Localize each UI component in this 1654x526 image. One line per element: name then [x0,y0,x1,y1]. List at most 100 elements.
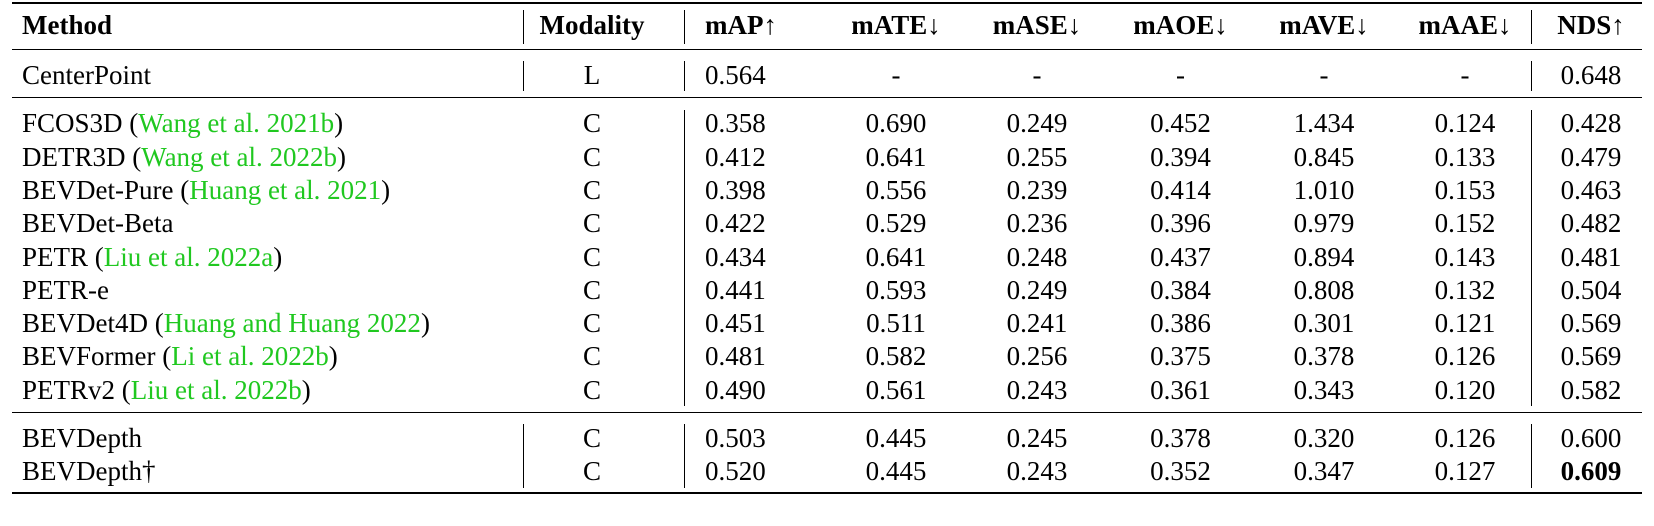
maoe-cell: 0.394 [1150,142,1211,172]
mate-cell: 0.511 [866,308,926,338]
method-cell: PETRv2 (Liu et al. 2022b) [22,375,311,405]
mate-cell: 0.445 [865,423,927,453]
bottom-rule [12,492,1642,494]
mave-cell: 1.434 [1293,108,1355,138]
method-cell: BEVDet-Beta [22,206,173,240]
maae-cell: 0.133 [1434,142,1496,172]
map-cell: 0.398 [705,175,766,205]
mase-cell: 0.245 [1006,423,1068,453]
nds-cell: 0.648 [1560,60,1622,90]
separator-line [1531,10,1532,44]
separator-line [1531,424,1532,488]
citation-link[interactable]: Wang et al. 2021b [138,108,335,138]
method-name: BEVDet-Beta [22,208,174,238]
mase-cell: 0.239 [1006,175,1068,205]
separator-line [523,61,524,91]
maoe-cell: 0.361 [1150,375,1211,405]
maae-cell: 0.152 [1434,208,1496,238]
maoe-cell: 0.452 [1150,108,1211,138]
maae-cell: 0.124 [1434,108,1496,138]
modality-cell: C [582,375,601,405]
maae-cell: 0.126 [1434,423,1496,453]
map-cell: 0.412 [705,142,766,172]
separator-line [684,10,685,44]
maoe-cell: 0.378 [1150,423,1211,453]
nds-cell: 0.479 [1560,142,1622,172]
mase-cell: 0.256 [1006,341,1068,371]
mave-cell: 0.894 [1293,242,1355,272]
map-cell: 0.422 [705,208,766,238]
nds-cell: 0.428 [1560,108,1622,138]
map-cell: 0.434 [705,242,766,272]
maoe-cell: 0.396 [1150,208,1211,238]
nds-cell: 0.582 [1560,375,1622,405]
nds-cell: 0.504 [1560,275,1622,305]
citation-link[interactable]: Wang et al. 2022b [141,142,338,172]
maoe-cell: 0.414 [1150,175,1211,205]
mave-cell: 0.845 [1293,142,1355,172]
mase-cell: 0.243 [1006,375,1068,405]
maoe-cell: 0.386 [1150,308,1211,338]
map-cell: 0.481 [705,341,766,371]
mave-cell: 0.979 [1293,208,1355,238]
modality-cell: C [582,175,601,205]
citation-link[interactable]: Liu et al. 2022a [103,242,274,272]
nds-cell: 0.609 [1560,456,1622,486]
citation-link[interactable]: Huang et al. 2021 [189,175,382,205]
mave-cell: 1.010 [1293,175,1355,205]
header-method: Method [22,10,112,40]
maae-cell: - [1460,60,1470,90]
map-cell: 0.490 [705,375,766,405]
method-cell: BEVDet4D (Huang and Huang 2022) [22,308,430,338]
mate-cell: 0.445 [865,456,927,486]
method-name: PETR-e [22,275,109,305]
mave-cell: 0.347 [1293,456,1355,486]
method-name: CenterPoint [22,60,151,90]
separator-line [684,61,685,91]
mase-cell: 0.255 [1006,142,1068,172]
modality-cell: C [582,142,601,172]
header-mate: mATE↓ [851,10,941,40]
mase-cell: - [1032,60,1042,90]
maae-cell: 0.127 [1434,456,1496,486]
modality-cell: C [582,308,601,338]
separator-line [684,424,685,488]
header-rule [12,49,1642,50]
mase-cell: 0.248 [1006,242,1068,272]
method-cell: DETR3D (Wang et al. 2022b) [22,142,347,172]
modality-cell: C [582,242,601,272]
separator-line [523,424,524,488]
modality-cell: L [583,60,601,90]
mase-cell: 0.249 [1006,108,1068,138]
mate-cell: 0.641 [865,142,927,172]
citation-link[interactable]: Liu et al. 2022b [130,375,302,405]
modality-cell: C [582,208,601,238]
method-name: BEVDet-Pure [22,175,174,205]
mave-cell: - [1319,60,1329,90]
maae-cell: 0.153 [1434,175,1496,205]
mave-cell: 0.808 [1293,275,1355,305]
citation-link[interactable]: Huang and Huang 2022 [163,308,421,338]
header-maoe: mAOE↓ [1133,10,1228,40]
mate-cell: 0.561 [865,375,927,405]
maae-cell: 0.121 [1434,308,1496,338]
mave-cell: 0.378 [1293,341,1355,371]
mate-cell: 0.529 [865,208,927,238]
map-cell: 0.503 [705,423,766,453]
modality-cell: C [582,108,601,138]
group-rule-2 [12,412,1642,413]
method-cell: BEVDepth [22,421,142,455]
nds-cell: 0.569 [1560,308,1622,338]
nds-cell: 0.463 [1560,175,1622,205]
citation-link[interactable]: Li et al. 2022b [171,341,329,371]
map-cell: 0.441 [705,275,766,305]
mate-cell: 0.593 [865,275,927,305]
mase-cell: 0.241 [1006,308,1068,338]
modality-cell: C [582,423,601,453]
mave-cell: 0.343 [1293,375,1355,405]
nds-cell: 0.481 [1560,242,1622,272]
modality-cell: C [582,341,601,371]
method-cell: PETR-e [22,273,109,307]
mate-cell: - [891,60,901,90]
